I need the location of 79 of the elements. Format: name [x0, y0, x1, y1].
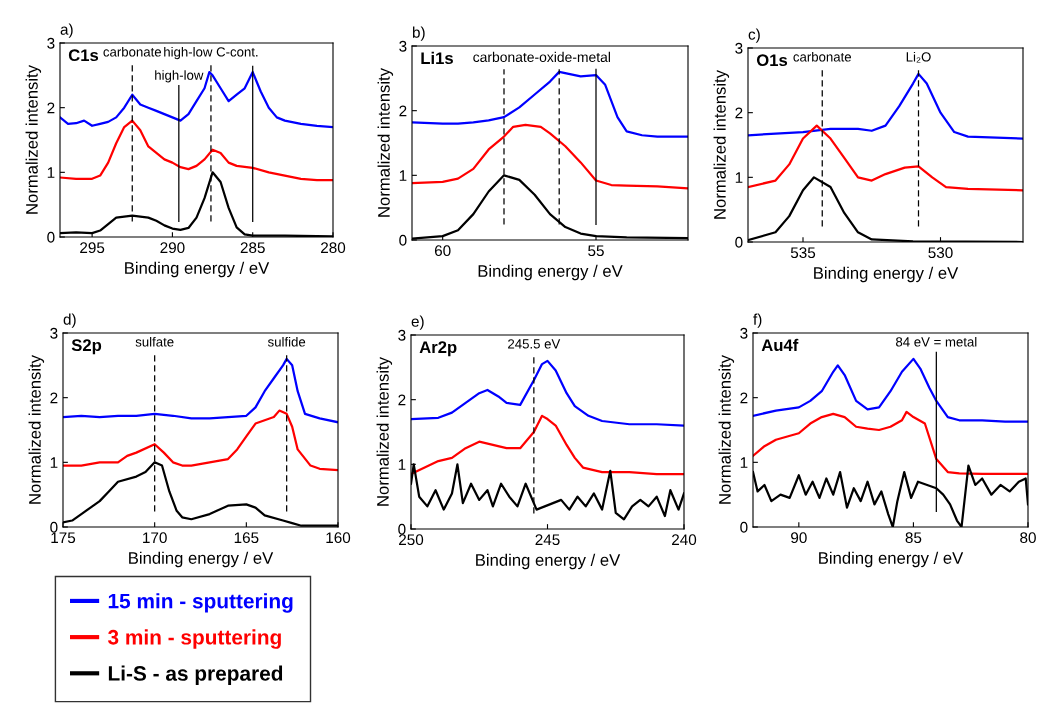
x-axis-title: Binding energy / eV [476, 553, 621, 570]
y-tick-label: 3 [735, 42, 743, 54]
y-tick-label: 1 [735, 172, 743, 183]
y-tick-label: 1 [399, 170, 407, 181]
x-axis-title: Binding energy / eV [814, 266, 959, 283]
annotation: C1s [68, 49, 99, 62]
x-tick-label: 240 [672, 534, 697, 546]
ref-line-label: 245.5 eV [508, 339, 561, 349]
y-tick-label: 0 [50, 521, 58, 533]
legend-label: 15 min - sputtering [108, 593, 293, 613]
x-tick-label: 280 [321, 242, 346, 254]
x-tick-label: 290 [160, 242, 185, 254]
y-tick-label: 3 [398, 329, 406, 341]
legend-label: 3 min - sputtering [107, 629, 281, 649]
x-tick-label: 245 [535, 534, 560, 546]
ref-line-label: high-low [155, 70, 204, 83]
y-tick-label: 2 [398, 394, 406, 406]
y-tick-label: 3 [50, 327, 58, 339]
y-axis-title: Normalized intensity [28, 355, 45, 504]
y-axis-title: Normalized intensity [25, 65, 42, 214]
x-tick-label: 175 [51, 532, 76, 544]
chart-title: b) [412, 26, 425, 41]
y-tick-label: 1 [47, 167, 55, 178]
x-axis-title: Binding energy / eV [125, 261, 270, 278]
chart-title: f) [753, 313, 762, 328]
y-tick-label: 0 [735, 236, 743, 248]
x-tick-label: 90 [791, 532, 807, 544]
annotation: carbonate-oxide-metal [473, 51, 610, 63]
ref-line-label: sulfide [267, 336, 306, 347]
y-axis-title: Normalized intensity [377, 68, 394, 217]
y-axis-title: Normalized intensity [718, 355, 735, 504]
annotation: Au4f [761, 338, 799, 352]
x-tick-label: 530 [928, 247, 953, 259]
y-tick-label: 2 [399, 105, 407, 117]
chart-title: e) [411, 315, 424, 330]
y-tick-label: 1 [398, 459, 406, 470]
ref-line-label: Li₂O [906, 51, 931, 63]
y-tick-label: 2 [740, 392, 748, 404]
annotation: O1s [756, 54, 788, 67]
x-tick-label: 80 [1020, 532, 1036, 544]
x-axis-title: Binding energy / eV [478, 264, 623, 281]
ref-line-label: carbonate [793, 51, 852, 62]
x-tick-label: 295 [80, 242, 105, 254]
y-tick-label: 3 [740, 327, 748, 339]
annotation: S2p [71, 339, 102, 355]
y-axis-title: Normalized intensity [376, 357, 393, 506]
y-tick-label: 3 [47, 37, 55, 49]
x-tick-label: 165 [234, 532, 259, 544]
x-tick-label: 55 [588, 245, 604, 257]
chart-title: d) [63, 313, 76, 328]
chart-title: c) [748, 28, 760, 43]
x-tick-label: 250 [399, 534, 424, 546]
ref-line-label: high-low C-cont. [164, 46, 258, 60]
ref-line-label: carbonate [103, 46, 162, 57]
y-tick-label: 1 [50, 457, 58, 468]
ref-line-label: sulfate [135, 336, 174, 347]
x-axis-title: Binding energy / eV [819, 551, 964, 568]
x-tick-label: 285 [240, 242, 265, 254]
y-tick-label: 2 [47, 102, 55, 114]
y-tick-label: 0 [399, 234, 407, 246]
x-tick-label: 535 [790, 247, 816, 259]
legend-label: Li-S - as prepared [108, 665, 283, 685]
annotation: Li1s [421, 51, 453, 65]
y-tick-label: 2 [735, 107, 743, 119]
y-tick-label: 2 [50, 392, 58, 404]
x-tick-label: 60 [434, 245, 451, 257]
ref-line-label: 84 eV = metal [896, 336, 977, 347]
x-axis-title: Binding energy / eV [129, 551, 274, 568]
y-tick-label: 1 [740, 457, 748, 468]
annotation: Ar2p [419, 341, 457, 357]
chart-title: a) [60, 23, 73, 38]
y-tick-label: 0 [398, 523, 406, 535]
x-tick-label: 160 [326, 532, 351, 544]
y-tick-label: 0 [740, 521, 748, 533]
x-tick-label: 85 [905, 532, 922, 544]
y-axis-title: Normalized intensity [713, 70, 730, 219]
y-tick-label: 0 [47, 231, 55, 243]
x-tick-label: 170 [143, 532, 167, 544]
y-tick-label: 3 [399, 40, 407, 52]
